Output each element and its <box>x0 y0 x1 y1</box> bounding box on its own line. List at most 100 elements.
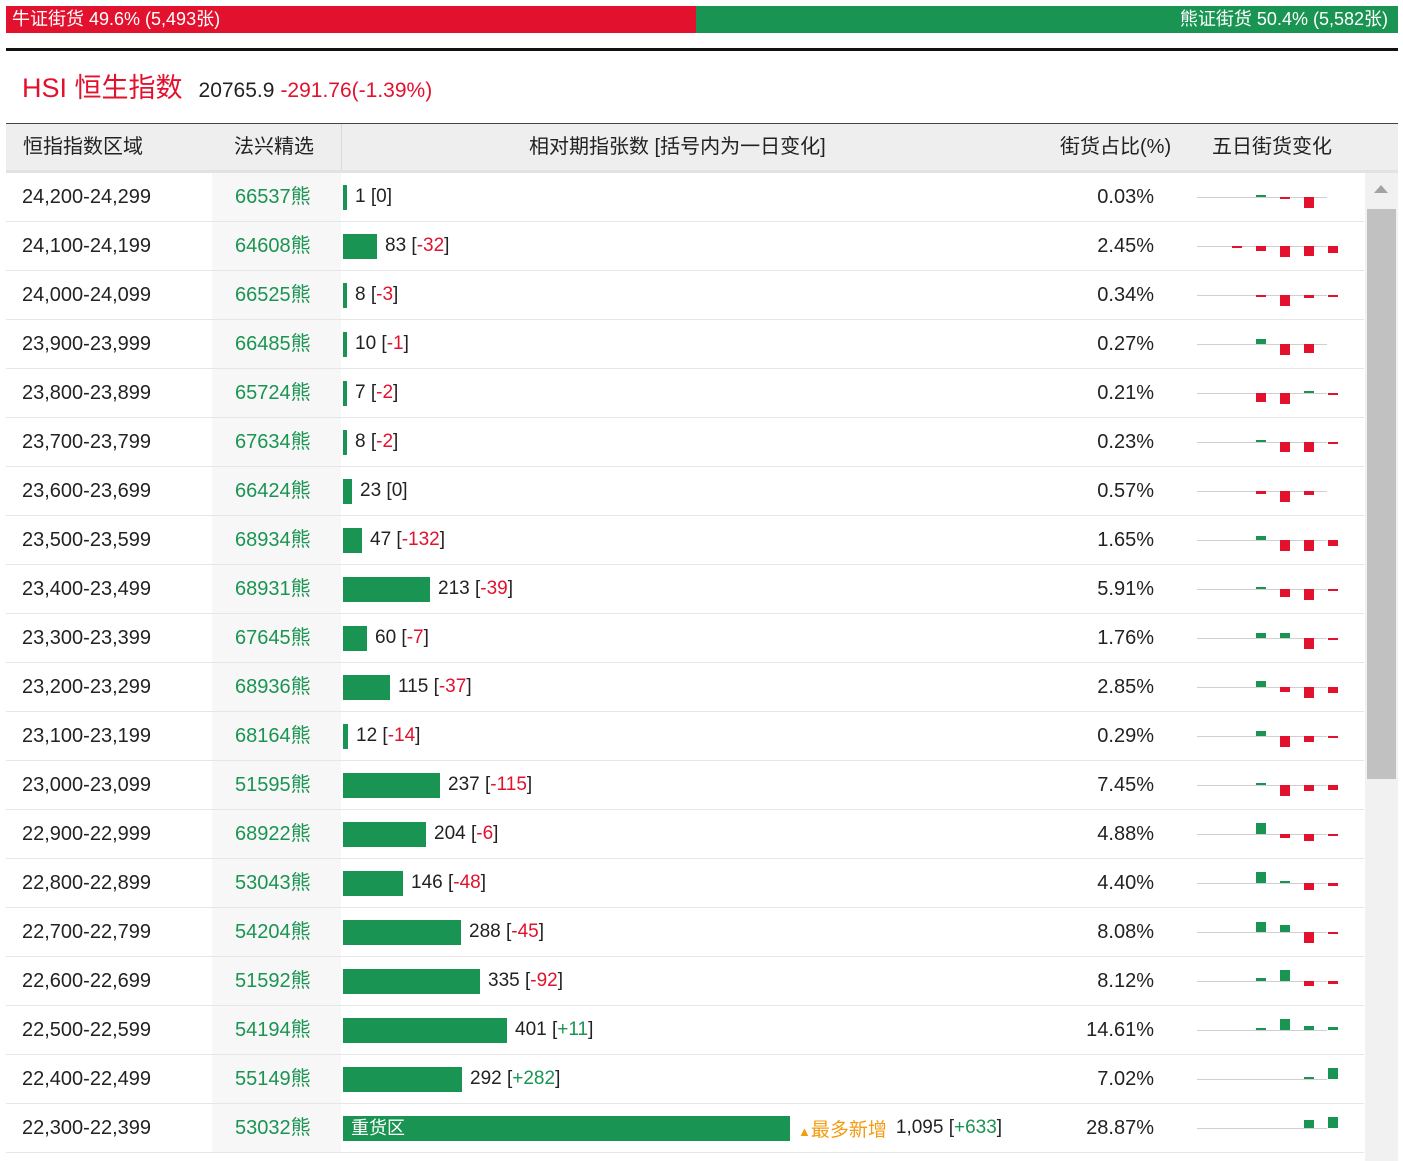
table-row[interactable]: 22,900-22,999 68922熊 204 [-6] 4.88% <box>6 810 1364 859</box>
warrant-code-link[interactable]: 66485熊 <box>235 333 311 355</box>
range-cell: 23,800-23,899 <box>22 382 152 404</box>
count-value: 47 <box>370 529 392 550</box>
sparkline-bar-day-5 <box>1328 981 1338 984</box>
table-row[interactable]: 23,400-23,499 68931熊 213 [-39] 5.91% <box>6 565 1364 614</box>
warrant-code-link[interactable]: 68936熊 <box>235 676 311 698</box>
warrant-code-link[interactable]: 67634熊 <box>235 431 311 453</box>
warrant-code-link[interactable]: 68922熊 <box>235 823 311 845</box>
sparkline-bar-day-5 <box>1328 687 1338 693</box>
table-row[interactable]: 23,600-23,699 66424熊 23 [0] 0.57% <box>6 467 1364 516</box>
sparkline-baseline <box>1197 932 1327 933</box>
sparkline-bar-day-1 <box>1232 246 1242 248</box>
sparkline-bar-day-5 <box>1328 883 1338 886</box>
sparkline-bar-day-3 <box>1280 925 1290 932</box>
sparkline-bar-day-4 <box>1304 1026 1314 1030</box>
sparkline-bar-day-4 <box>1304 344 1314 353</box>
count-bar <box>343 576 430 602</box>
sparkline-bar-day-4 <box>1304 589 1314 600</box>
count-chart-cell: 23 [0] <box>343 467 408 515</box>
warrant-code-link[interactable]: 64608熊 <box>235 235 311 257</box>
table-row[interactable]: 22,600-22,699 51592熊 335 [-92] 8.12% <box>6 957 1364 1006</box>
bear-ratio-label: 熊证街货 50.4% (5,582张) <box>696 6 1398 33</box>
count-text: 288 [-45] <box>469 921 545 942</box>
count-chart-cell: 115 [-37] <box>343 663 472 711</box>
table-row[interactable]: 23,300-23,399 67645熊 60 [-7] 1.76% <box>6 614 1364 663</box>
count-bar <box>343 380 347 406</box>
sparkline-bar-day-5 <box>1328 246 1338 253</box>
sparkline-bar-day-4 <box>1304 491 1314 495</box>
warrant-code-link[interactable]: 51592熊 <box>235 970 311 992</box>
sparkline-bar-day-3 <box>1280 736 1290 747</box>
range-cell: 22,900-22,999 <box>22 823 152 845</box>
vertical-scrollbar[interactable] <box>1365 173 1398 1161</box>
sparkline-bar-day-2 <box>1256 872 1266 883</box>
sparkline-bar-day-2 <box>1256 681 1266 687</box>
range-cell: 23,700-23,799 <box>22 431 152 453</box>
table-row[interactable]: 23,800-23,899 65724熊 7 [-2] 0.21% <box>6 369 1364 418</box>
warrant-code-link[interactable]: 54204熊 <box>235 921 311 943</box>
table-row[interactable]: 24,100-24,199 64608熊 83 [-32] 2.45% <box>6 222 1364 271</box>
warrant-code-link[interactable]: 68934熊 <box>235 529 311 551</box>
count-bar <box>343 723 348 749</box>
table-row[interactable]: 22,500-22,599 54194熊 401 [+11] 14.61% <box>6 1006 1364 1055</box>
sparkline-bar-day-3 <box>1280 197 1290 199</box>
five-day-sparkline <box>1197 369 1338 417</box>
table-row[interactable]: 23,000-23,099 51595熊 237 [-115] 7.45% <box>6 761 1364 810</box>
sparkline-bar-day-4 <box>1304 687 1314 698</box>
warrant-code-link[interactable]: 67645熊 <box>235 627 311 649</box>
warrant-code-link[interactable]: 66537熊 <box>235 186 311 208</box>
range-cell: 23,200-23,299 <box>22 676 152 698</box>
pct-cell: 4.88% <box>1097 823 1154 845</box>
table-row[interactable]: 22,400-22,499 55149熊 292 [+282] 7.02% <box>6 1055 1364 1104</box>
count-value: 115 <box>398 676 429 697</box>
table-row[interactable]: 22,800-22,899 53043熊 146 [-48] 4.40% <box>6 859 1364 908</box>
warrant-code-link[interactable]: 51595熊 <box>235 774 311 796</box>
warrant-code-link[interactable]: 65724熊 <box>235 382 311 404</box>
table-row[interactable]: 22,700-22,799 54204熊 288 [-45] 8.08% <box>6 908 1364 957</box>
warrant-code-link[interactable]: 54194熊 <box>235 1019 311 1041</box>
five-day-sparkline <box>1197 1055 1338 1103</box>
warrant-code-link[interactable]: 66525熊 <box>235 284 311 306</box>
count-text: 204 [-6] <box>434 823 499 844</box>
count-delta: -2 <box>376 382 394 403</box>
index-value: 20765.9 <box>198 79 275 102</box>
count-value: 23 <box>360 480 382 501</box>
sparkline-baseline <box>1197 589 1327 590</box>
warrant-code-link[interactable]: 53043熊 <box>235 872 311 894</box>
count-delta: +633 <box>954 1117 997 1138</box>
table-row[interactable]: 24,000-24,099 66525熊 8 [-3] 0.34% <box>6 271 1364 320</box>
count-text: 292 [+282] <box>470 1068 561 1089</box>
count-delta: 0 <box>376 186 387 207</box>
count-value: 335 <box>488 970 520 991</box>
table-row[interactable]: 22,300-22,399 53032熊 重货区 ▲最多新增 1,095 [+633] 2… <box>6 1104 1364 1153</box>
warrant-code-link[interactable]: 55149熊 <box>235 1068 311 1090</box>
count-delta: -14 <box>387 725 416 746</box>
index-name[interactable]: HSI 恒生指数 <box>22 73 183 103</box>
count-value: 60 <box>375 627 397 648</box>
warrant-code-link[interactable]: 53032熊 <box>235 1117 311 1139</box>
table-row[interactable]: 23,900-23,999 66485熊 10 [-1] 0.27% <box>6 320 1364 369</box>
sparkline-baseline <box>1197 736 1327 737</box>
table-row[interactable]: 24,200-24,299 66537熊 1 [0] 0.03% <box>6 173 1364 222</box>
sparkline-bar-day-4 <box>1304 981 1314 986</box>
scroll-up-arrow-icon[interactable] <box>1374 185 1388 193</box>
sparkline-bar-day-2 <box>1256 978 1266 981</box>
count-text: 213 [-39] <box>438 578 514 599</box>
pick-cell: 53043熊 <box>212 859 341 907</box>
scroll-thumb[interactable] <box>1367 209 1396 779</box>
table-row[interactable]: 23,500-23,599 68934熊 47 [-132] 1.65% <box>6 516 1364 565</box>
warrant-code-link[interactable]: 68164熊 <box>235 725 311 747</box>
table-row[interactable]: 23,200-23,299 68936熊 115 [-37] 2.85% <box>6 663 1364 712</box>
sparkline-bar-day-4 <box>1304 834 1314 841</box>
table-row[interactable]: 23,700-23,799 67634熊 8 [-2] 0.23% <box>6 418 1364 467</box>
count-bar <box>343 625 367 651</box>
table-row[interactable]: 23,100-23,199 68164熊 12 [-14] 0.29% <box>6 712 1364 761</box>
warrant-code-link[interactable]: 68931熊 <box>235 578 311 600</box>
sparkline-bar-day-2 <box>1256 731 1266 736</box>
pct-cell: 2.45% <box>1097 235 1154 257</box>
range-cell: 22,700-22,799 <box>22 921 152 943</box>
count-bar <box>343 1066 462 1092</box>
count-bar <box>343 821 426 847</box>
warrant-code-link[interactable]: 66424熊 <box>235 480 311 502</box>
sparkline-bar-day-4 <box>1304 442 1314 452</box>
